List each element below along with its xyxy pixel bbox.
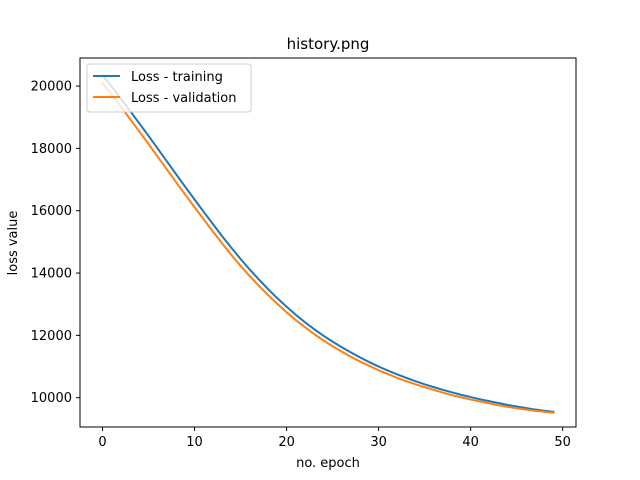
y-tick-label: 16000	[31, 204, 72, 219]
y-axis-title: loss value	[6, 211, 21, 276]
y-tick-label: 18000	[31, 142, 72, 157]
legend-label-validation: Loss - validation	[131, 91, 236, 106]
x-axis-title: no. epoch	[296, 456, 360, 471]
series-layer	[101, 73, 555, 414]
y-tick-label: 14000	[31, 267, 72, 282]
x-tick-label: 10	[186, 435, 203, 450]
plot-area	[80, 58, 576, 427]
plot-frame	[79, 57, 577, 428]
x-tick-label: 40	[462, 435, 479, 450]
legend-box	[86, 63, 252, 113]
x-axis-ticks: 0 10 20 30 40 50	[98, 427, 571, 450]
y-tick-label: 10000	[31, 391, 72, 406]
series-line-loss-validation	[101, 81, 555, 414]
series-line-loss-training	[101, 73, 555, 413]
x-tick-label: 50	[554, 435, 571, 450]
chart-title: history.png	[287, 35, 370, 53]
x-tick-label: 30	[370, 435, 387, 450]
y-axis-ticks: 10000 12000 14000 16000 18000 20000	[31, 80, 80, 406]
legend: Loss - training Loss - validation	[86, 63, 252, 113]
legend-label-training: Loss - training	[131, 70, 223, 85]
y-tick-label: 12000	[31, 329, 72, 344]
x-tick-label: 0	[98, 435, 106, 450]
y-tick-label: 20000	[31, 80, 72, 95]
x-tick-label: 20	[278, 435, 295, 450]
